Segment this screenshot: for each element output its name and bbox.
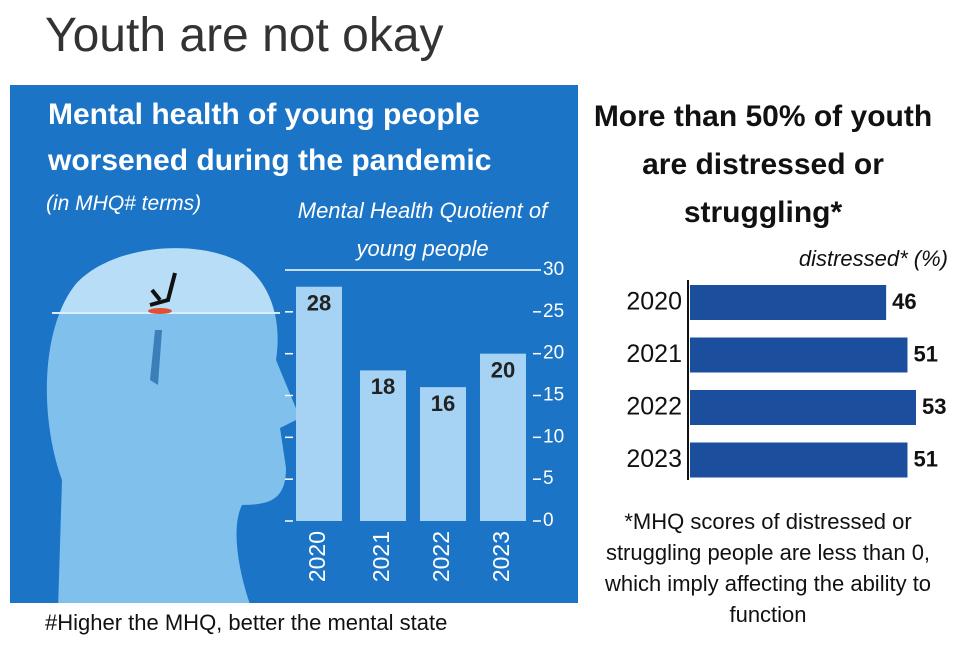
bar <box>296 286 342 521</box>
chart-title: More than 50% of youth are distressed or… <box>593 100 933 229</box>
y-tick-label: 0 <box>543 510 554 531</box>
value-label: 46 <box>892 289 916 314</box>
footnote: #Higher the MHQ, better the mental state <box>45 610 448 635</box>
y-axis-label: Mental Health Quotient of young people <box>297 198 548 261</box>
y-tick-label: 25 <box>543 301 564 322</box>
footnote: *MHQ scores of distressed or struggling … <box>604 509 932 627</box>
y-tick-label: 10 <box>543 426 564 447</box>
y-tick-label: 2020 <box>626 288 682 316</box>
value-label: 28 <box>307 291 331 316</box>
bar <box>480 353 526 521</box>
y-tick-label: 2023 <box>626 445 682 473</box>
bar <box>420 387 466 521</box>
value-label: 16 <box>431 391 455 416</box>
value-label: 18 <box>371 374 395 399</box>
bar <box>360 370 406 521</box>
y-tick-label: 5 <box>543 468 554 489</box>
y-tick-label: 20 <box>543 343 564 364</box>
x-axis-label: distressed* (%) <box>798 246 948 271</box>
chart-subtitle: (in MHQ# terms) <box>46 192 202 215</box>
x-tick-label: 2021 <box>368 531 394 582</box>
bar <box>690 390 916 425</box>
value-label: 20 <box>491 357 515 382</box>
headline: Youth are not okay <box>45 9 444 62</box>
value-label: 51 <box>913 341 937 366</box>
head-illustration <box>46 248 300 603</box>
bar <box>690 285 887 320</box>
x-tick-label: 2020 <box>304 531 330 582</box>
y-tick-label: 15 <box>543 385 564 406</box>
y-tick-label: 2021 <box>626 340 682 368</box>
value-label: 53 <box>922 394 946 419</box>
bar <box>690 442 908 478</box>
x-tick-label: 2022 <box>428 531 454 582</box>
y-tick-label: 2022 <box>626 393 682 421</box>
chart-title: Mental health of young people worsened d… <box>48 98 492 177</box>
x-tick-label: 2023 <box>488 531 514 582</box>
value-label: 51 <box>913 446 937 471</box>
y-tick-label: 30 <box>543 259 564 280</box>
bar <box>690 337 908 373</box>
